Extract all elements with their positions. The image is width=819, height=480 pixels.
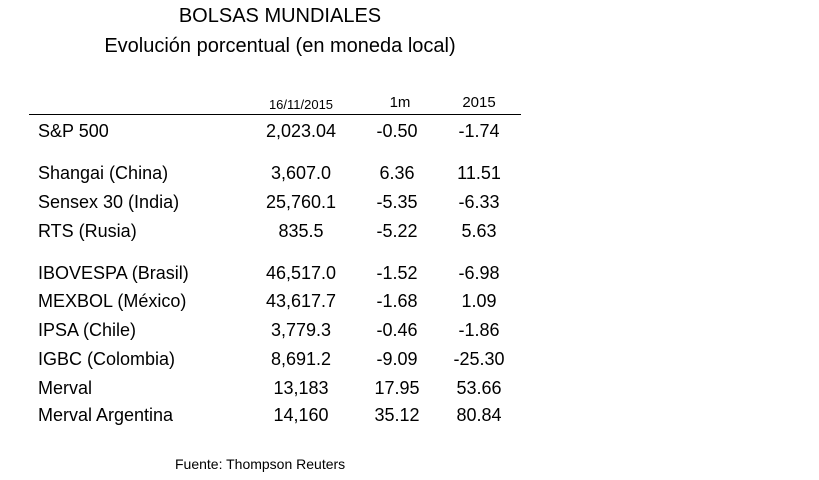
change-1m: -1.52 xyxy=(376,263,418,283)
change-1m: -9.09 xyxy=(376,349,418,369)
index-value: 3,779.3 xyxy=(270,320,332,340)
table-row: Merval Argentina 14,160 35.12 80.84 xyxy=(0,403,560,427)
table-row: IGBC (Colombia) 8,691.2 -9.09 -25.30 xyxy=(0,347,560,371)
table-row: IBOVESPA (Brasil) 46,517.0 -1.52 -6.98 xyxy=(0,261,560,285)
index-value: 3,607.0 xyxy=(270,163,332,183)
change-2015: 5.63 xyxy=(461,221,497,241)
change-2015: 11.51 xyxy=(457,163,501,183)
change-1m: 35.12 xyxy=(374,405,420,425)
table-row: Merval 13,183 17.95 53.66 xyxy=(0,376,560,400)
index-value: 25,760.1 xyxy=(265,192,337,212)
source-note: Fuente: Thompson Reuters xyxy=(175,456,346,472)
change-2015: -1.86 xyxy=(458,320,500,340)
change-1m: 17.95 xyxy=(374,378,420,398)
table-row: Sensex 30 (India) 25,760.1 -5.35 -6.33 xyxy=(0,190,560,214)
index-name: Shangai (China) xyxy=(38,163,169,183)
change-2015: -1.74 xyxy=(458,121,500,141)
table-row: MEXBOL (México) 43,617.7 -1.68 1.09 xyxy=(0,289,560,313)
change-2015: 53.66 xyxy=(456,378,502,398)
index-value: 46,517.0 xyxy=(265,263,337,283)
column-header-date: 16/11/2015 xyxy=(268,97,334,112)
change-2015: 1.09 xyxy=(461,291,497,311)
index-value: 835.5 xyxy=(278,221,324,241)
table-row: IPSA (Chile) 3,779.3 -0.46 -1.86 xyxy=(0,318,560,342)
change-2015: -6.98 xyxy=(458,263,500,283)
index-name: IGBC (Colombia) xyxy=(38,349,176,369)
change-2015: -25.30 xyxy=(453,349,505,369)
index-name: Sensex 30 (India) xyxy=(38,192,180,212)
index-value: 43,617.7 xyxy=(265,291,337,311)
index-name: S&P 500 xyxy=(38,121,109,141)
change-1m: -1.68 xyxy=(376,291,418,311)
change-1m: -0.50 xyxy=(376,121,418,141)
table-subtitle: Evolución porcentual (en moneda local) xyxy=(104,35,456,57)
index-name: Merval Argentina xyxy=(38,405,174,425)
column-header-2015: 2015 xyxy=(462,94,496,111)
table-row: RTS (Rusia) 835.5 -5.22 5.63 xyxy=(0,219,560,243)
change-1m: -0.46 xyxy=(376,320,418,340)
change-2015: -6.33 xyxy=(458,192,500,212)
index-name: IBOVESPA (Brasil) xyxy=(38,263,189,283)
change-1m: -5.22 xyxy=(376,221,418,241)
index-name: MEXBOL (México) xyxy=(38,291,187,311)
index-name: IPSA (Chile) xyxy=(38,320,137,340)
column-header-1m: 1m xyxy=(389,94,411,111)
table-row: Shangai (China) 3,607.0 6.36 11.51 xyxy=(0,161,560,185)
index-value: 8,691.2 xyxy=(270,349,332,369)
change-1m: -5.35 xyxy=(376,192,418,212)
header-divider xyxy=(29,114,521,115)
change-1m: 6.36 xyxy=(379,163,415,183)
index-value: 2,023.04 xyxy=(265,121,337,141)
table-row: S&P 500 2,023.04 -0.50 -1.74 xyxy=(0,119,560,143)
change-2015: 80.84 xyxy=(456,405,502,425)
index-value: 14,160 xyxy=(273,405,329,425)
table-title: BOLSAS MUNDIALES xyxy=(178,5,382,27)
index-name: RTS (Rusia) xyxy=(38,221,137,241)
index-value: 13,183 xyxy=(273,378,329,398)
index-name: Merval xyxy=(38,378,93,398)
